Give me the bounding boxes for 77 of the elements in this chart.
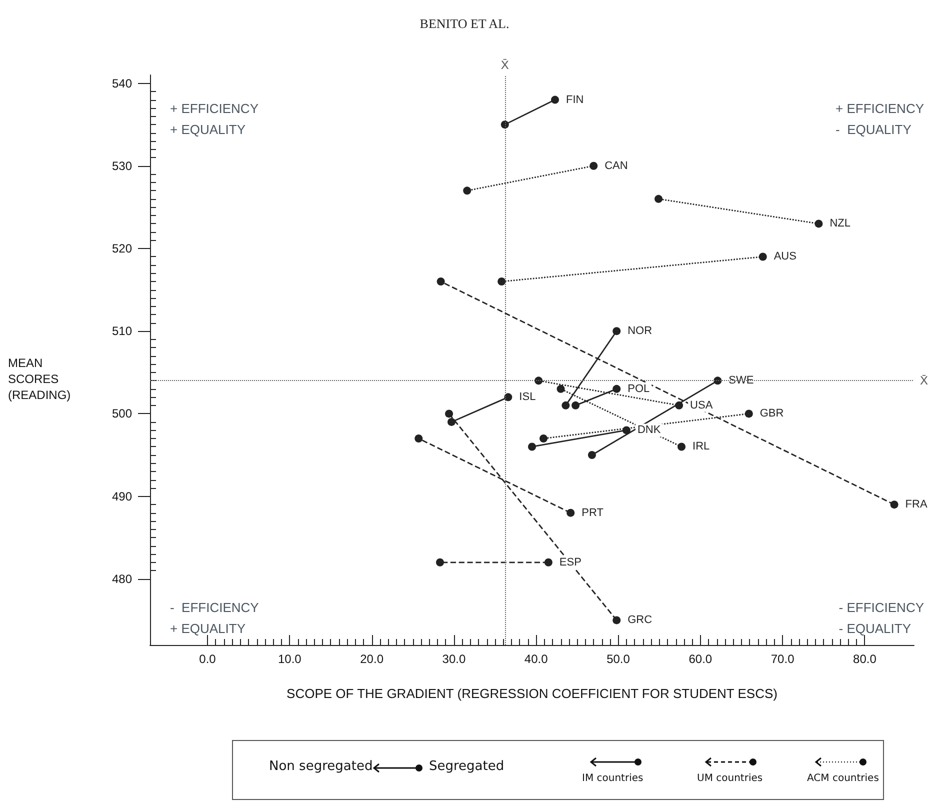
series-label: ISL [519, 391, 536, 404]
y-tick-label: 520 [112, 241, 132, 256]
point [534, 376, 543, 385]
point [540, 434, 548, 442]
y-tick-label: 500 [112, 406, 132, 421]
point [612, 384, 621, 393]
point [814, 220, 823, 228]
x-tick-label: 50.0 [606, 652, 630, 666]
point [445, 410, 454, 418]
ref-line-label: X̄ [500, 58, 509, 72]
y-tick-label: 510 [112, 324, 132, 338]
x-axis-title: SCOPE OF THE GRADIENT (REGRESSION COEFFICIENT FOR STUDENT ESCS) [286, 686, 778, 701]
ref-line-label: X̄ [920, 374, 928, 388]
point [498, 278, 506, 286]
text: IM countries [582, 773, 644, 784]
point [556, 384, 565, 393]
series-label: NOR [628, 325, 652, 338]
point [678, 442, 686, 451]
point [414, 434, 423, 442]
point [566, 508, 575, 517]
annotation: + EFFICIENCY - EQUALITY [836, 101, 924, 137]
point [590, 162, 598, 170]
x-tick-label: 30.0 [442, 652, 466, 666]
text: UM countries [697, 773, 763, 784]
point [504, 393, 512, 402]
point [562, 401, 570, 410]
series-label: PRT [582, 506, 604, 519]
x-tick-label: 20.0 [360, 652, 384, 666]
x-tick-label: 40.0 [524, 652, 548, 666]
series-label: GBR [760, 408, 784, 420]
series-label: FIN [566, 94, 584, 106]
series-label: GRC [628, 614, 652, 626]
series-label: USA [690, 399, 714, 412]
point [463, 186, 472, 195]
point [588, 451, 596, 459]
annotation: + EFFICIENCY + EQUALITY [170, 101, 259, 137]
series-label: FRA [905, 498, 928, 511]
point [572, 401, 580, 410]
point [890, 500, 898, 509]
annotation: - EFFICIENCY - EQUALITY [838, 600, 924, 636]
point [714, 376, 722, 385]
y-tick-label: 480 [112, 572, 132, 586]
point [436, 558, 444, 566]
series-label: ESP [559, 556, 582, 568]
x-tick-label: 0.0 [199, 652, 216, 666]
point [500, 120, 509, 129]
text: Non segregated [269, 759, 373, 774]
point [612, 616, 621, 624]
x-tick-label: 60.0 [688, 652, 712, 666]
point [544, 558, 552, 566]
x-tick-label: 10.0 [278, 652, 302, 666]
point [622, 426, 630, 434]
series-label: POL [628, 382, 650, 395]
series-label: IRL [692, 440, 710, 453]
chart-title: BENITO ET AL. [420, 16, 510, 31]
point [612, 327, 621, 336]
text: ACM countries [807, 773, 879, 784]
x-tick-label: 80.0 [853, 652, 877, 666]
point [448, 418, 456, 426]
point [744, 410, 753, 418]
series-label: DNK [637, 424, 662, 436]
point [675, 401, 684, 410]
point [551, 96, 559, 104]
y-tick-label: 530 [112, 158, 132, 173]
text: Segregated [429, 759, 504, 774]
x-tick-label: 70.0 [770, 652, 795, 666]
series-label: CAN [604, 160, 628, 172]
y-tick-label: 540 [112, 76, 132, 90]
point [528, 442, 536, 451]
point [436, 278, 445, 286]
series-label: NZL [830, 218, 850, 230]
point [654, 194, 663, 203]
y-tick-label: 490 [112, 489, 132, 504]
y-axis-title: MEAN SCORES (READING) [8, 356, 71, 402]
point [758, 252, 767, 261]
annotation: - EFFICIENCY + EQUALITY [170, 600, 260, 636]
series-label: AUS [774, 250, 796, 263]
